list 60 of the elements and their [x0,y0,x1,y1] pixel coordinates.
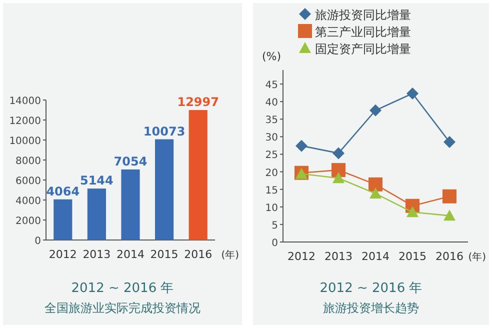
bar [87,188,106,240]
y-tick-label: 25 [265,150,278,162]
y-tick-label: 4000 [16,196,41,207]
y-axis-title: (%) [262,50,281,63]
x-axis-title: (年) [468,251,486,263]
bar [121,169,140,240]
text: 2012 ~ 2016 年 [320,281,422,296]
data-label: 7054 [114,154,148,168]
x-tick-label: 2013 [82,248,111,261]
x-tick-label: 2015 [150,248,178,261]
y-tick-label: 8000 [16,156,41,167]
data-label: 10073 [143,124,186,138]
y-tick-label: 15 [265,185,278,196]
y-tick-label: 20 [265,168,278,179]
point [406,88,418,100]
x-tick-label: 2013 [324,250,352,263]
y-tick-label: 0 [272,238,278,249]
point [296,140,308,152]
y-tick-label: 10 [265,202,278,214]
x-tick-label: 2014 [362,250,390,263]
text: 全国旅游业实际完成投资情况 [44,301,200,315]
x-tick-label: 2012 [48,248,77,261]
point [370,188,382,199]
data-label: 5144 [80,174,114,188]
x-axis-title: (年) [221,249,240,261]
x-tick-label: 2012 [288,250,316,263]
y-tick-label: 10000 [9,136,41,147]
bar [155,139,174,240]
y-tick-label: 40 [265,98,278,109]
point [406,206,418,218]
point [370,104,382,116]
bar [54,199,72,240]
y-tick-label: 45 [265,80,278,92]
x-tick-label: 2016 [436,250,464,263]
x-tick-label: 2016 [184,248,212,261]
y-tick-label: 5 [272,220,278,232]
legend-label: 固定资产同比增量 [315,42,411,56]
y-tick-label: 6000 [16,176,41,187]
point [368,177,382,192]
point [332,163,346,178]
point [332,172,344,184]
x-tick-label: 2015 [398,250,426,263]
bar [188,110,208,240]
data-label: 12997 [177,95,219,110]
data-label: 4064 [46,184,80,198]
legend-label: 旅游投资同比增量 [315,8,411,22]
point [442,189,456,204]
point [444,136,456,148]
legend-label: 第三产业同比增量 [315,25,411,39]
y-tick-label: 0 [34,236,41,247]
x-tick-label: 2014 [116,248,144,261]
y-tick-label: 12000 [9,116,41,127]
y-tick-label: 2000 [16,216,41,227]
text: 2012 ~ 2016 年 [71,281,174,296]
point [444,210,456,221]
y-tick-label: 30 [265,132,278,144]
y-tick-label: 35 [265,115,278,126]
point [332,147,344,160]
y-tick-label: 14000 [9,96,41,107]
text: 旅游投资增长趋势 [323,301,419,315]
